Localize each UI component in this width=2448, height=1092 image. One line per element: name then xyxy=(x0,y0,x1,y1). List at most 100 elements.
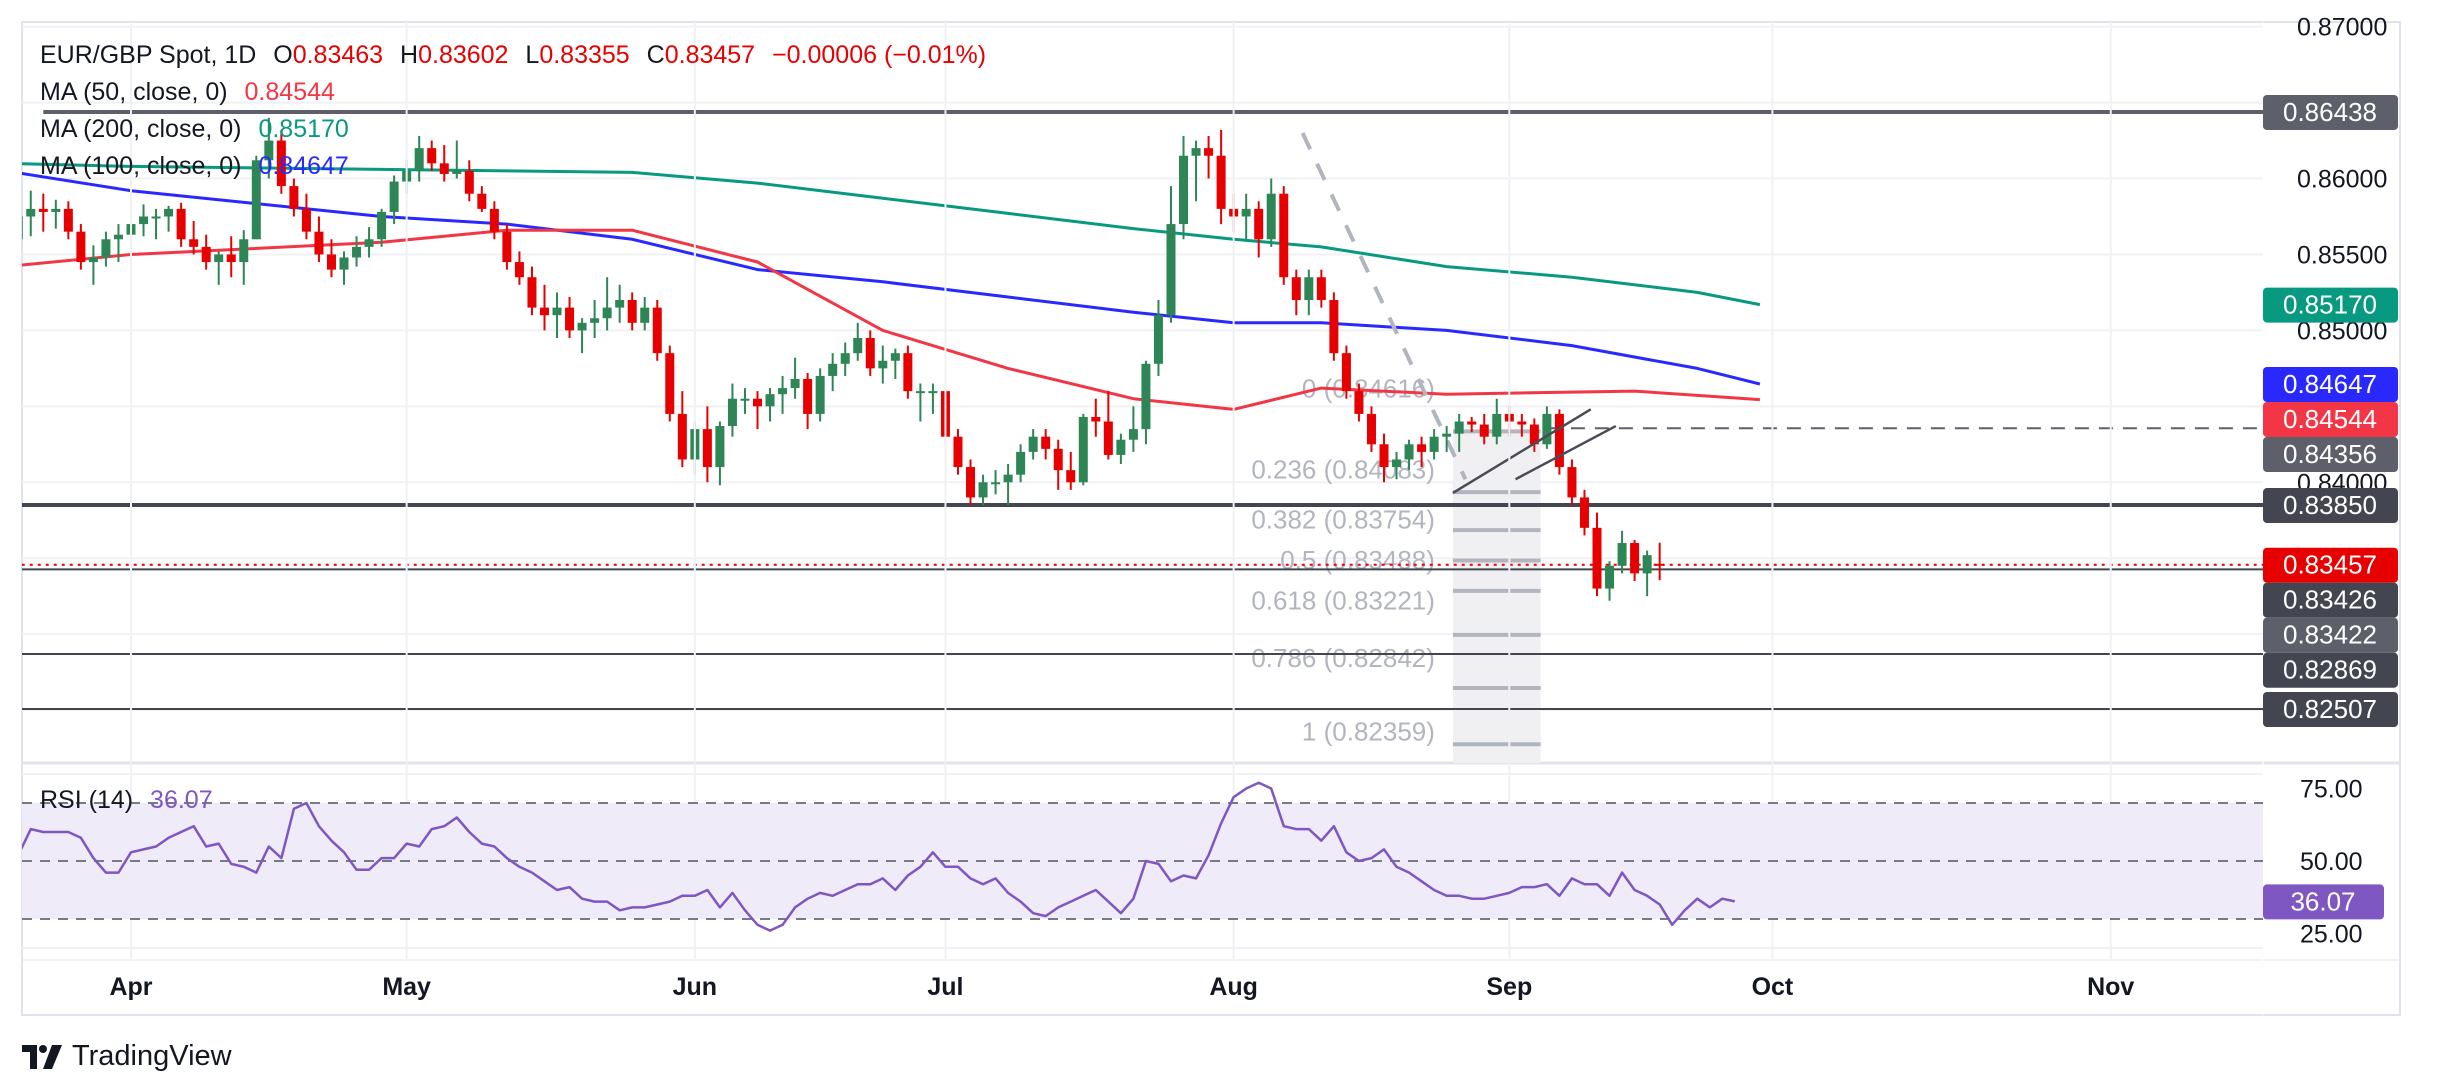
candle[interactable] xyxy=(1605,561,1615,601)
candle[interactable] xyxy=(1003,464,1013,506)
candle[interactable] xyxy=(1116,433,1126,465)
candle[interactable] xyxy=(1554,409,1564,475)
candle[interactable] xyxy=(276,129,286,194)
price-tag[interactable]: 0.84356 xyxy=(2263,436,2398,472)
candle[interactable] xyxy=(715,421,725,486)
candle[interactable] xyxy=(1517,413,1527,437)
candle[interactable] xyxy=(464,160,474,202)
candle[interactable] xyxy=(1404,439,1414,471)
candle[interactable] xyxy=(1041,429,1051,460)
candle[interactable] xyxy=(1479,413,1489,445)
price-tag[interactable]: 0.84544 xyxy=(2263,401,2398,437)
candle[interactable] xyxy=(189,221,199,255)
candle[interactable] xyxy=(1091,398,1101,437)
candle[interactable] xyxy=(627,292,637,331)
candle[interactable] xyxy=(1279,186,1289,285)
ma100-line[interactable] xyxy=(6,171,1761,386)
candle[interactable] xyxy=(790,357,800,399)
candle[interactable] xyxy=(1341,345,1351,399)
candle[interactable] xyxy=(727,383,737,437)
candle[interactable] xyxy=(1028,429,1038,460)
candle[interactable] xyxy=(352,236,362,267)
ma200-line[interactable] xyxy=(6,162,1761,307)
candle[interactable] xyxy=(38,193,48,232)
candle[interactable] xyxy=(176,202,186,247)
candle[interactable] xyxy=(1066,451,1076,490)
candle[interactable] xyxy=(1366,406,1376,452)
candle[interactable] xyxy=(101,231,111,267)
candle[interactable] xyxy=(978,474,988,506)
price-tag[interactable]: 0.86438 xyxy=(2263,95,2398,130)
candle[interactable] xyxy=(251,155,261,240)
candle[interactable] xyxy=(1592,512,1602,597)
rsi-value-tag[interactable]: 36.07 xyxy=(2263,884,2384,920)
ma200-legend[interactable]: MA (200, close, 0) 0.85170 xyxy=(40,114,349,144)
candle[interactable] xyxy=(1655,542,1665,581)
candle[interactable] xyxy=(878,345,888,384)
price-tag[interactable]: 0.85170 xyxy=(2263,287,2398,323)
candle[interactable] xyxy=(1417,436,1427,468)
candle[interactable] xyxy=(1053,439,1063,490)
candle[interactable] xyxy=(1329,292,1339,361)
candle[interactable] xyxy=(1392,451,1402,480)
candle[interactable] xyxy=(966,459,976,506)
candle[interactable] xyxy=(364,227,374,258)
candle[interactable] xyxy=(377,208,387,247)
candle[interactable] xyxy=(615,284,625,323)
candle[interactable] xyxy=(640,296,650,331)
candle[interactable] xyxy=(201,234,211,270)
candle[interactable] xyxy=(928,383,938,414)
candle[interactable] xyxy=(14,209,23,258)
candle[interactable] xyxy=(840,342,850,376)
channel-line[interactable] xyxy=(1452,408,1592,494)
candle[interactable] xyxy=(1316,269,1326,308)
candle[interactable] xyxy=(514,251,524,285)
candle[interactable] xyxy=(565,296,575,338)
candle[interactable] xyxy=(1103,391,1113,460)
candle[interactable] xyxy=(765,388,775,422)
candle[interactable] xyxy=(51,199,61,229)
candle[interactable] xyxy=(264,117,274,179)
candle[interactable] xyxy=(139,204,149,237)
candle[interactable] xyxy=(414,135,424,182)
candle[interactable] xyxy=(1429,429,1439,460)
price-tag[interactable]: 0.83422 xyxy=(2263,617,2398,653)
candle[interactable] xyxy=(1141,360,1151,445)
candle[interactable] xyxy=(953,429,963,475)
candle[interactable] xyxy=(477,186,487,212)
candle[interactable] xyxy=(890,348,900,379)
candle[interactable] xyxy=(778,375,788,414)
candle[interactable] xyxy=(527,266,537,316)
trendline-dashed[interactable] xyxy=(1300,132,1468,481)
candle[interactable] xyxy=(1,221,10,262)
candle[interactable] xyxy=(915,383,925,422)
candle[interactable] xyxy=(1542,406,1552,449)
candle[interactable] xyxy=(326,239,336,278)
candle[interactable] xyxy=(903,345,913,399)
candle[interactable] xyxy=(63,201,73,240)
candle[interactable] xyxy=(539,284,549,331)
candle[interactable] xyxy=(602,277,612,331)
tradingview-logo[interactable]: TradingView xyxy=(22,1040,232,1073)
candle[interactable] xyxy=(1291,269,1301,316)
candle[interactable] xyxy=(1442,426,1452,452)
candle[interactable] xyxy=(389,175,399,225)
candle[interactable] xyxy=(740,388,750,414)
candle[interactable] xyxy=(1128,406,1138,452)
candle[interactable] xyxy=(665,345,675,422)
candle[interactable] xyxy=(552,292,562,338)
candle[interactable] xyxy=(1241,193,1251,240)
candle[interactable] xyxy=(1567,459,1577,506)
candle[interactable] xyxy=(677,391,687,468)
candle[interactable] xyxy=(76,224,86,270)
candle[interactable] xyxy=(1617,530,1627,574)
candle[interactable] xyxy=(427,140,437,171)
candle[interactable] xyxy=(1166,186,1176,323)
candle[interactable] xyxy=(26,190,36,237)
candle[interactable] xyxy=(1454,413,1464,452)
candle[interactable] xyxy=(828,353,838,392)
price-tag[interactable]: 0.84647 xyxy=(2263,366,2398,402)
candle[interactable] xyxy=(1179,135,1189,240)
price-tag[interactable]: 0.83850 xyxy=(2263,488,2398,524)
